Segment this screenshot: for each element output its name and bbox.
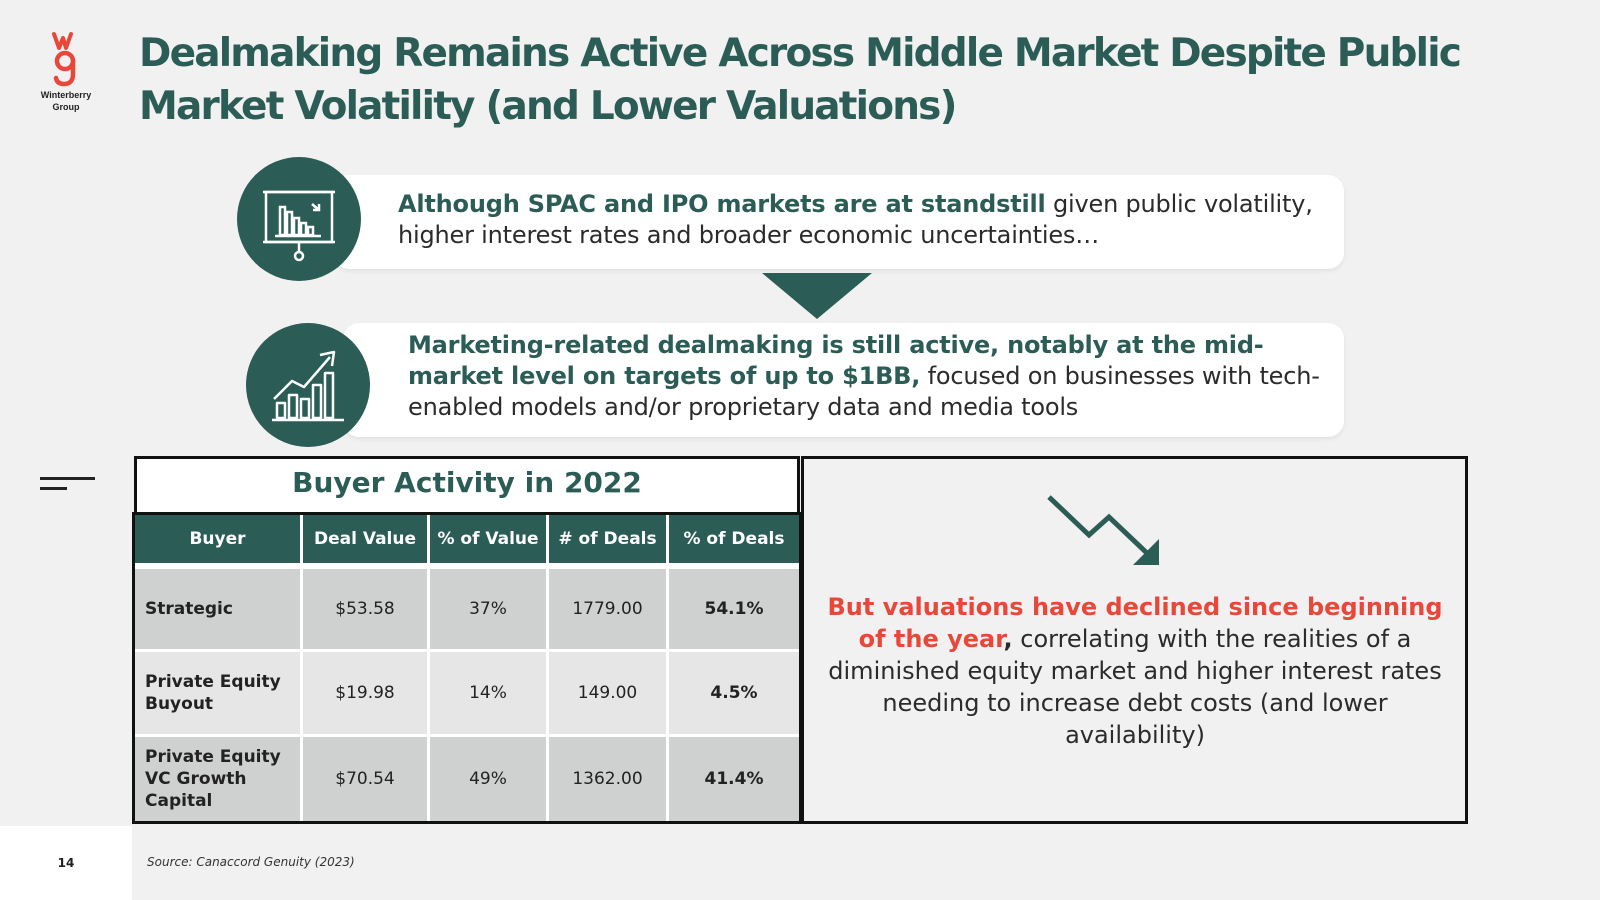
presentation-chart-down-icon <box>263 190 335 262</box>
buyer-activity-table: Buyer Deal Value % of Value # of Deals %… <box>132 512 802 824</box>
circle-badge-1 <box>237 157 361 281</box>
cell-pct-deals: 41.4% <box>669 737 799 821</box>
table-title: Buyer Activity in 2022 <box>134 456 800 512</box>
cell-deal-value: $70.54 <box>303 737 430 821</box>
callout-marketing-rest: focused on businesses with tech-enabled … <box>408 362 1320 421</box>
circle-badge-2 <box>246 323 370 447</box>
page-number: 14 <box>57 856 75 870</box>
callout-spac-ipo-bold: Although SPAC and IPO markets are at sta… <box>398 190 1046 218</box>
cell-num-deals: 149.00 <box>549 651 669 738</box>
table-header-row: Buyer Deal Value % of Value # of Deals %… <box>135 515 799 569</box>
valuation-rest-text: correlating with the realities of a dimi… <box>828 625 1442 749</box>
header-buyer: Buyer <box>135 515 303 569</box>
wg-logo-icon <box>52 32 76 87</box>
growth-chart-icon <box>272 350 344 422</box>
side-line-short <box>40 487 67 490</box>
winterberry-logo: Winterberry Group <box>36 30 96 112</box>
cell-pct-value: 49% <box>430 737 549 821</box>
logo-text-line1: Winterberry <box>40 90 92 100</box>
side-line-long <box>40 477 95 480</box>
callout-spac-ipo-rest: given public volatility, higher interest… <box>398 190 1313 249</box>
cell-deal-value: $53.58 <box>303 569 430 652</box>
valuation-red-text: But valuations have declined since begin… <box>827 593 1443 653</box>
callout-marketing-bold: Marketing-related dealmaking is still ac… <box>408 331 1264 390</box>
source-note: Source: Canaccord Genuity (2023) <box>147 855 355 869</box>
callout-marketing-dealmaking: Marketing-related dealmaking is still ac… <box>343 323 1344 437</box>
cell-buyer: Strategic <box>135 569 303 652</box>
valuation-text: But valuations have declined since begin… <box>816 591 1454 751</box>
table-row: Private Equity VC Growth Capital $70.54 … <box>135 737 799 821</box>
header-pct-deals: % of Deals <box>669 515 799 569</box>
trend-down-arrow-icon <box>1047 495 1159 565</box>
cell-buyer: Private Equity Buyout <box>135 651 303 738</box>
header-deal-value: Deal Value <box>303 515 430 569</box>
table-row: Private Equity Buyout $19.98 14% 149.00 … <box>135 651 799 738</box>
cell-pct-value: 14% <box>430 651 549 738</box>
page-title: Dealmaking Remains Active Across Middle … <box>139 31 1462 129</box>
side-decorative-lines <box>40 477 95 497</box>
table-row: Strategic $53.58 37% 1779.00 54.1% <box>135 569 799 652</box>
cell-num-deals: 1362.00 <box>549 737 669 821</box>
header-num-deals: # of Deals <box>549 515 669 569</box>
logo-text-line2: Group <box>52 102 80 112</box>
buyer-table: Buyer Deal Value % of Value # of Deals %… <box>135 515 799 821</box>
footer-page-box <box>0 826 132 900</box>
cell-buyer: Private Equity VC Growth Capital <box>135 737 303 821</box>
callout-spac-ipo: Although SPAC and IPO markets are at sta… <box>333 175 1344 269</box>
header-pct-value: % of Value <box>430 515 549 569</box>
cell-num-deals: 1779.00 <box>549 569 669 652</box>
cell-deal-value: $19.98 <box>303 651 430 738</box>
callout-marketing-text: Marketing-related dealmaking is still ac… <box>408 330 1338 423</box>
cell-pct-value: 37% <box>430 569 549 652</box>
cell-pct-deals: 54.1% <box>669 569 799 652</box>
callout-spac-ipo-text: Although SPAC and IPO markets are at sta… <box>398 189 1328 251</box>
down-arrow-connector <box>762 273 872 319</box>
cell-pct-deals: 4.5% <box>669 651 799 738</box>
valuation-panel: But valuations have declined since begin… <box>801 456 1468 824</box>
valuation-comma: , <box>1003 625 1013 653</box>
